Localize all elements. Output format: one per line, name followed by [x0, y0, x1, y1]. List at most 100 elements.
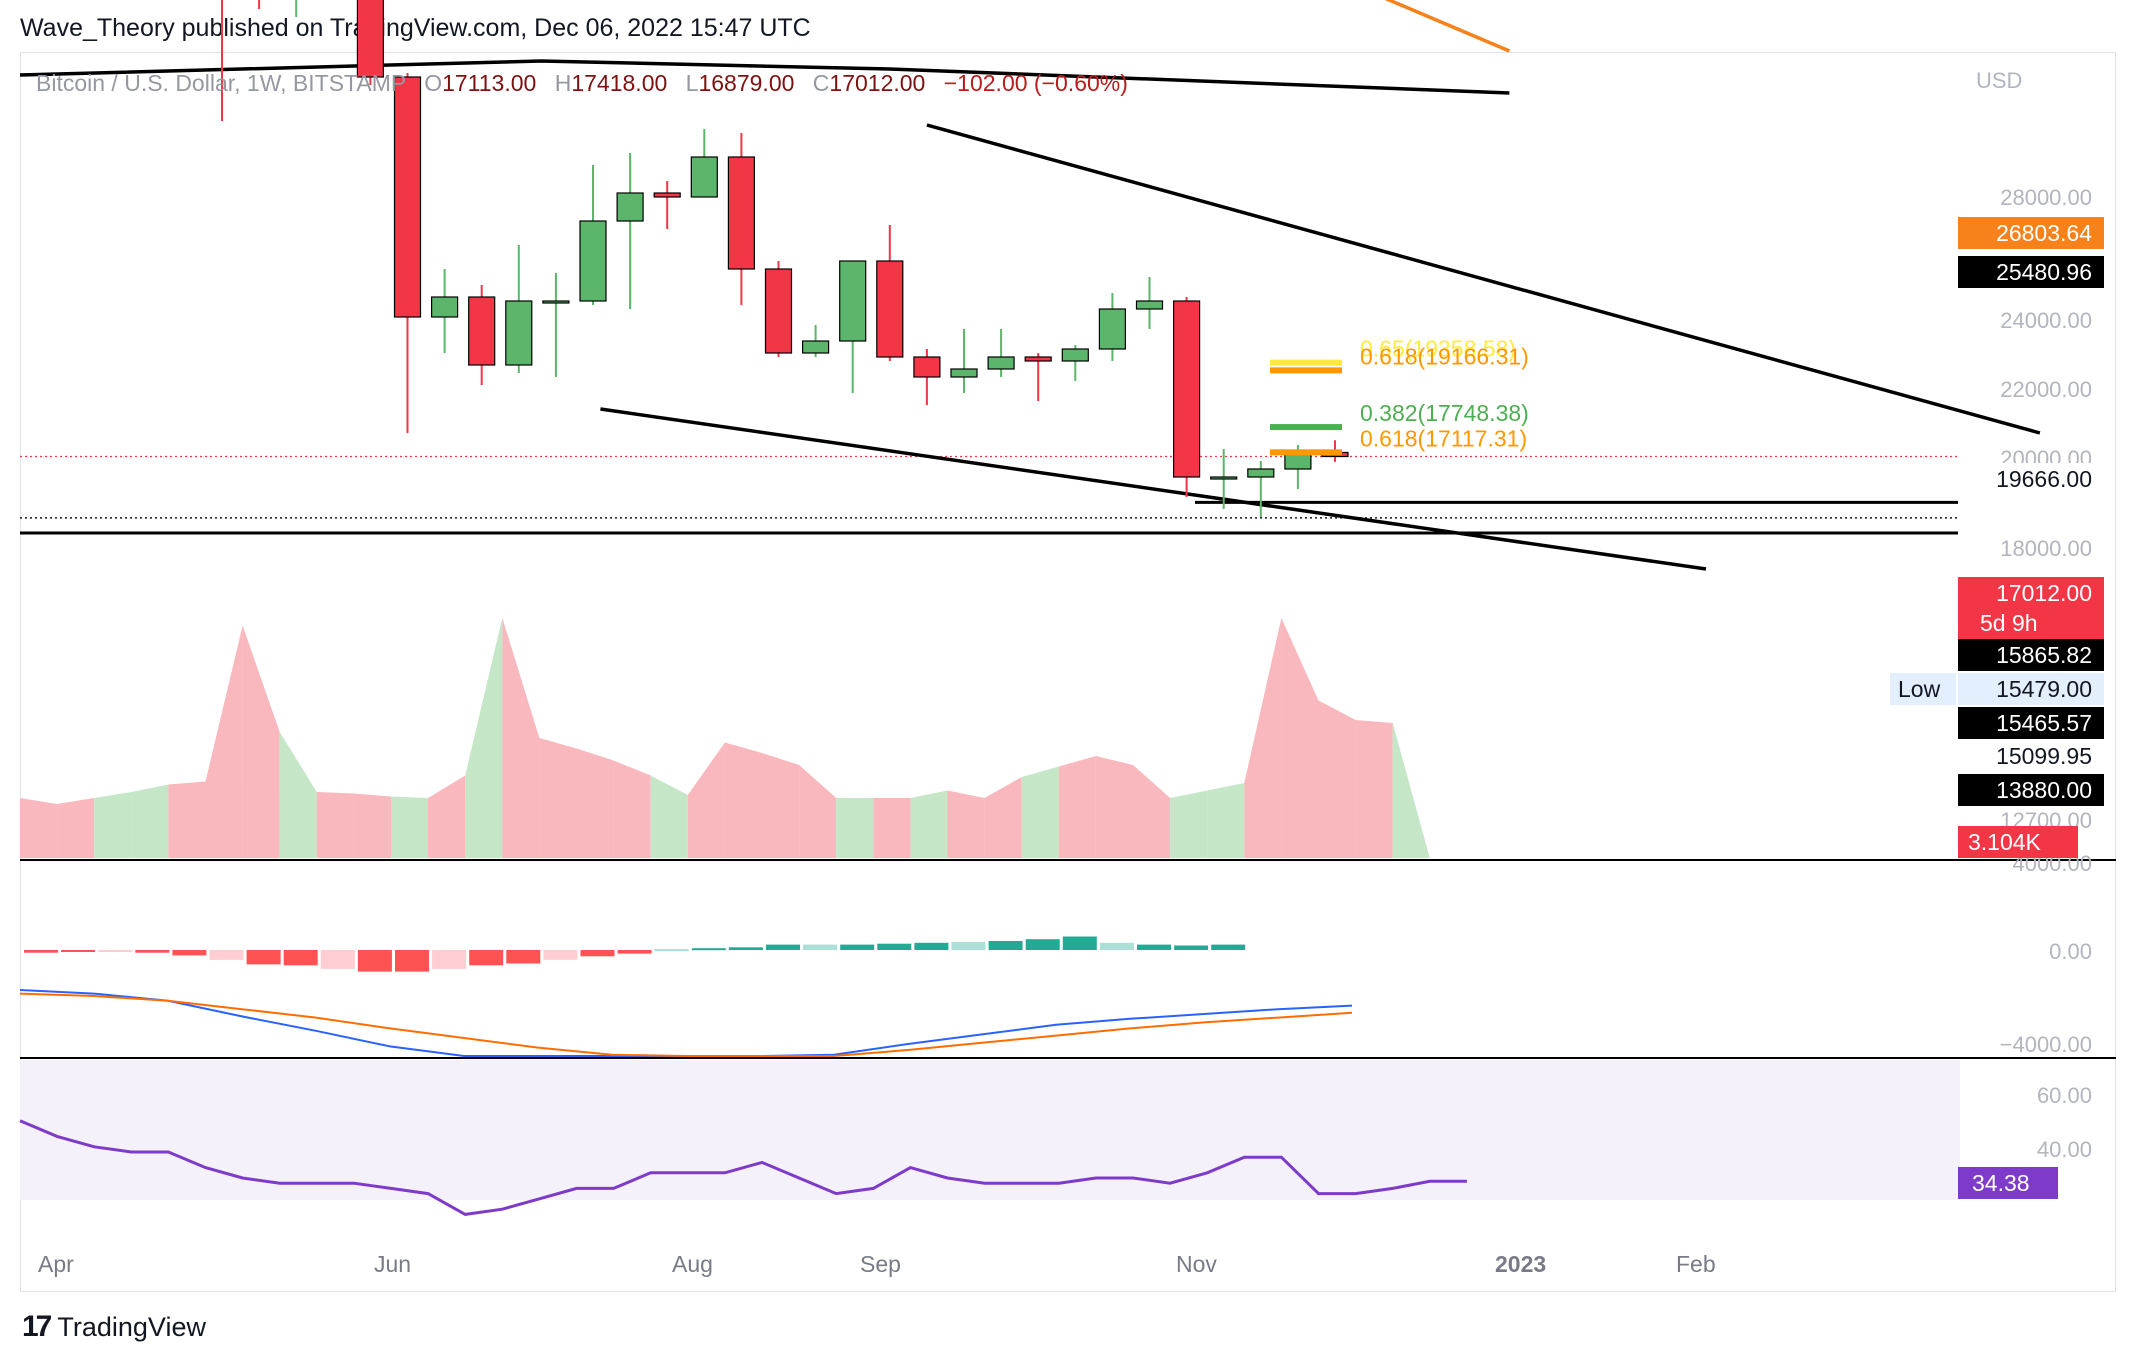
price-tag-text: 15479.00 [1996, 676, 2092, 702]
candle [876, 225, 904, 361]
candle [616, 153, 644, 309]
candle-body [913, 356, 941, 378]
price-tag: 25480.96 [1958, 256, 2104, 288]
y-tick: 60.00 [2037, 1083, 2092, 1108]
macd-bar [135, 950, 170, 953]
y-tick: −4000.00 [2000, 1032, 2092, 1057]
candle-body [950, 368, 978, 378]
volume-segment [279, 732, 317, 858]
price-tag: 15479.00 Low [1890, 673, 2104, 705]
macd-bar [283, 950, 318, 966]
candle [431, 269, 459, 353]
x-tick: Apr [38, 1251, 74, 1277]
price-tag-text: 26803.64 [1996, 220, 2092, 246]
candle [393, 73, 422, 433]
legend-low-key: L [685, 70, 699, 96]
macd-line [19, 989, 1353, 1057]
y-tick: 28000.00 [2000, 185, 2092, 210]
macd-bar [506, 950, 541, 964]
volume-segment [1318, 700, 1356, 858]
macd-bar [1137, 944, 1171, 950]
candle [727, 133, 756, 305]
volume-segment [465, 618, 503, 858]
horizontal-levels [20, 455, 1958, 535]
price-tag-bg [1958, 673, 2104, 705]
trend-line-2 [926, 123, 2041, 435]
fib-line-3 [1270, 449, 1342, 456]
trend-line-3 [600, 407, 1707, 571]
candle-body [542, 300, 570, 304]
price-tag: 15865.82 [1958, 639, 2104, 671]
candle-body [839, 260, 867, 342]
volume-segment [873, 798, 911, 858]
chart-frame[interactable] [20, 52, 2116, 1292]
candle-body [1247, 468, 1275, 478]
tradingview-brand[interactable]: 17 TradingView [22, 1310, 206, 1344]
price-tag-prefix-bg [1890, 673, 1956, 705]
legend-open: 17113.00 [442, 70, 537, 96]
macd-bar [803, 944, 838, 950]
tradingview-logo-icon: 17 [22, 1310, 52, 1343]
price-tag-text: 15865.82 [1996, 642, 2092, 668]
macd-bar [951, 941, 986, 950]
candle-body [1061, 348, 1089, 362]
volume-segment [205, 625, 243, 858]
price-tags: 26803.64 25480.96 19666.00 17012.00 5d 9h 158… [1890, 217, 2104, 1199]
candle [505, 245, 533, 373]
price-tag-bg [1958, 639, 2104, 671]
price-tag-bg [1958, 217, 2104, 249]
volume-segment [650, 775, 688, 858]
y-tick: 22000.00 [2000, 377, 2092, 402]
legend-low: 16879.00 [698, 70, 795, 96]
candle [542, 273, 570, 377]
candle [653, 181, 681, 229]
macd-bar [320, 950, 355, 969]
rsi-tag-bg [1958, 1167, 2058, 1199]
macd-bar [728, 947, 763, 950]
volume-segment [1133, 765, 1171, 858]
macd-bar [98, 950, 133, 952]
price-tag-countdown: 5d 9h [1980, 610, 2038, 636]
x-tick: Jun [374, 1251, 411, 1277]
volume-segment [131, 784, 169, 858]
volume-segment [1021, 766, 1059, 858]
price-tag-text: 19666.00 [1996, 466, 2092, 492]
candle-body [1172, 300, 1201, 478]
volume-segment [724, 742, 762, 858]
candle-body [1135, 300, 1164, 310]
candle-body [579, 220, 607, 302]
rsi-panel [19, 1119, 1467, 1216]
candle [468, 285, 496, 385]
volume-segment [1095, 756, 1133, 858]
volume-segment [168, 781, 206, 858]
macd-bar [654, 949, 689, 952]
macd-bar [617, 950, 652, 954]
price-axis: USD28000.0024000.0022000.0020000.0018000… [1976, 68, 2092, 1162]
chart-legend: Bitcoin / U.S. Dollar, 1W, BITSTAMP O171… [36, 70, 1128, 97]
candle [258, 0, 261, 9]
legend-open-key: O [424, 70, 443, 96]
rsi-tag-text: 34.38 [1972, 1170, 2030, 1196]
candle [1172, 297, 1201, 497]
macd-bar [691, 948, 726, 951]
volume-segment [613, 760, 651, 858]
volume-segment [1207, 783, 1245, 858]
macd-bar [766, 944, 800, 950]
price-tag: 26803.64 [1958, 217, 2104, 249]
legend-symbol: Bitcoin / U.S. Dollar, 1W, BITSTAMP [36, 70, 406, 96]
candle [1061, 345, 1089, 381]
macd-bar [1174, 945, 1209, 950]
x-tick: Aug [672, 1251, 713, 1277]
macd-bar [988, 941, 1023, 950]
volume-segment [984, 777, 1022, 858]
volume-segment [94, 792, 132, 858]
volume-segment [799, 765, 837, 858]
macd-bar [209, 950, 244, 960]
volume-segment [1355, 720, 1393, 858]
macd-bar [469, 950, 504, 966]
candle-body [764, 268, 793, 354]
fib-label-3: 0.618(17117.31) [1360, 425, 1527, 451]
candle [987, 329, 1015, 377]
tradingview-name: TradingView [57, 1311, 206, 1342]
